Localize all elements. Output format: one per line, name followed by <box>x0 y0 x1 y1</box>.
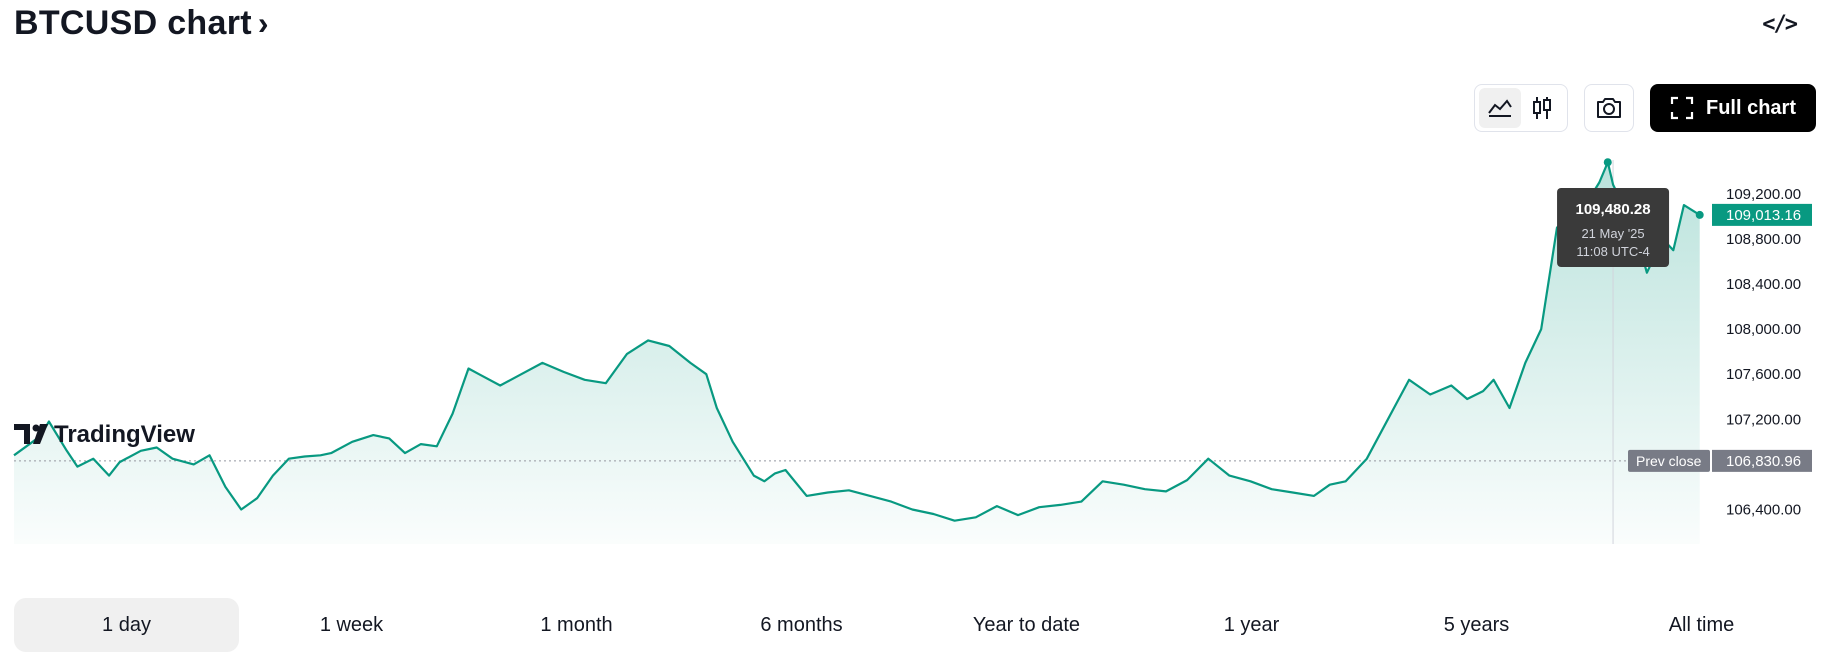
full-chart-button[interactable]: Full chart <box>1650 84 1816 132</box>
chart-style-toggle <box>1474 84 1568 132</box>
tooltip-price: 109,480.28 <box>1576 201 1651 218</box>
x-tick-label: 09:00 <box>1369 558 1407 560</box>
range-button[interactable]: 5 years <box>1443 613 1510 636</box>
chart-title: BTCUSD chart <box>14 4 252 42</box>
range-button[interactable]: 6 months <box>760 613 843 636</box>
x-tick-label: 03:00 <box>735 558 773 560</box>
x-tick-label: 07:00 <box>1158 558 1196 560</box>
tradingview-logo-icon <box>14 424 30 444</box>
y-tick-label: 109,200.00 <box>1726 186 1801 203</box>
price-chart[interactable]: 109,200.00 108,800.00 108,400.00 108,000.00… <box>0 140 1824 560</box>
prev-close-value: 106,830.96 <box>1726 453 1801 470</box>
x-tick-label: 21 <box>428 558 445 560</box>
candles-chart-button[interactable] <box>1521 88 1563 128</box>
last-price-point <box>1695 210 1704 219</box>
price-line <box>13 161 1701 522</box>
y-tick-label: 106,400.00 <box>1726 501 1801 518</box>
x-tick-label: 11:57 <box>1681 558 1717 560</box>
full-chart-label: Full chart <box>1705 96 1796 119</box>
y-tick-label: 107,200.00 <box>1726 411 1801 428</box>
x-tick-label: 21:00 <box>101 558 139 560</box>
y-tick-label: 108,800.00 <box>1726 231 1801 248</box>
range-button[interactable]: All time <box>1668 613 1735 636</box>
expand-icon <box>1670 96 1694 120</box>
y-tick-label: 108,000.00 <box>1726 321 1801 338</box>
prev-close-tag <box>1628 449 1710 472</box>
prev-close-badge <box>1712 449 1812 472</box>
area-chart-icon <box>1488 99 1512 117</box>
last-price-badge <box>1712 203 1812 226</box>
x-tick-label: 01:00 <box>524 558 562 560</box>
x-tick-label: 04:00 <box>841 558 879 560</box>
prev-close-label: Prev close <box>1636 453 1702 469</box>
range-button[interactable]: Year to date <box>972 613 1081 636</box>
tooltip-date: 21 May '25 <box>1581 226 1644 241</box>
x-tick-label: 05:00 <box>946 558 984 560</box>
embed-code-icon[interactable]: </> <box>1762 12 1798 37</box>
x-tick-label: 22:00 <box>207 558 245 560</box>
range-button[interactable]: 1 month <box>540 613 613 636</box>
x-tick-label: 23:00 <box>312 558 350 560</box>
x-tick-label: 11:00 <box>1581 558 1617 560</box>
price-area-fill <box>14 162 1700 545</box>
chevron-right-icon: › <box>257 5 269 41</box>
crosshair-point <box>1603 158 1612 167</box>
camera-icon <box>1597 98 1621 118</box>
x-tick-label: 08:00 <box>1263 558 1301 560</box>
price-tooltip: 109,480.28 21 May '25 11:08 UTC-4 <box>1557 188 1670 267</box>
tradingview-wordmark: TradingView <box>54 421 195 448</box>
area-chart-button[interactable] <box>1479 88 1521 128</box>
y-tick-label: 108,400.00 <box>1726 276 1801 293</box>
x-tick-label: 06:00 <box>1052 558 1090 560</box>
range-button[interactable]: 1 day <box>14 598 239 652</box>
x-tick-label: 10:00 <box>1475 558 1513 560</box>
y-tick-label: 107,600.00 <box>1726 366 1801 383</box>
chart-title-link[interactable]: BTCUSD chart › <box>14 4 269 43</box>
tooltip-time: 11:08 UTC-4 <box>1576 244 1649 259</box>
x-tick-label: 02:00 <box>629 558 667 560</box>
x-tick-label: 20:00 <box>0 558 33 560</box>
tradingview-logo-wedge <box>33 424 48 444</box>
last-price-label: 109,013.16 <box>1726 207 1801 224</box>
tradingview-logo-dot <box>32 424 40 432</box>
candles-icon <box>1533 97 1551 119</box>
range-button[interactable]: 1 year <box>1223 613 1280 636</box>
snapshot-button[interactable] <box>1584 84 1634 132</box>
range-button[interactable]: 1 week <box>319 613 384 636</box>
range-selector: 1 day 1 week 1 month 6 months Year to date 1 … <box>14 598 1814 652</box>
tradingview-logo[interactable]: TradingView <box>14 421 195 448</box>
